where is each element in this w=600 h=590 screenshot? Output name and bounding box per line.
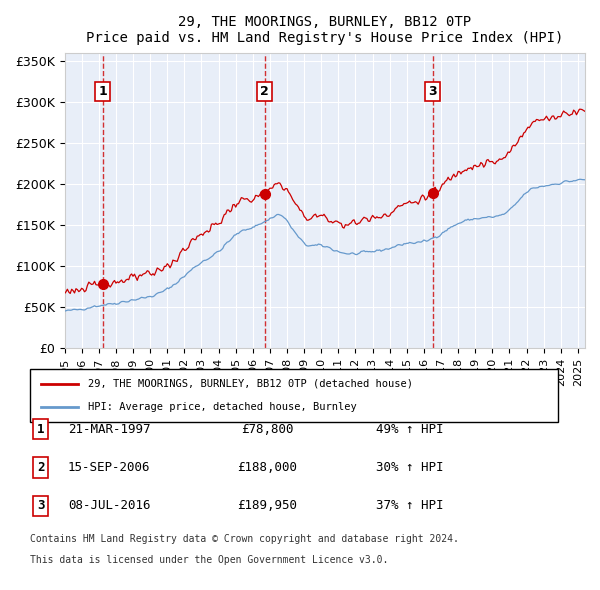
Text: 30% ↑ HPI: 30% ↑ HPI xyxy=(376,461,444,474)
Text: 2: 2 xyxy=(260,85,269,98)
Text: 08-JUL-2016: 08-JUL-2016 xyxy=(68,499,151,512)
Text: £188,000: £188,000 xyxy=(238,461,298,474)
Text: £189,950: £189,950 xyxy=(238,499,298,512)
Text: £78,800: £78,800 xyxy=(241,422,294,435)
Text: 15-SEP-2006: 15-SEP-2006 xyxy=(68,461,151,474)
Text: This data is licensed under the Open Government Licence v3.0.: This data is licensed under the Open Gov… xyxy=(30,555,388,565)
Text: 37% ↑ HPI: 37% ↑ HPI xyxy=(376,499,444,512)
Text: 2: 2 xyxy=(37,461,44,474)
Text: 1: 1 xyxy=(98,85,107,98)
Text: 3: 3 xyxy=(428,85,437,98)
Text: 29, THE MOORINGS, BURNLEY, BB12 0TP (detached house): 29, THE MOORINGS, BURNLEY, BB12 0TP (det… xyxy=(88,379,413,389)
Text: Contains HM Land Registry data © Crown copyright and database right 2024.: Contains HM Land Registry data © Crown c… xyxy=(30,533,459,543)
Text: HPI: Average price, detached house, Burnley: HPI: Average price, detached house, Burn… xyxy=(88,402,357,412)
Text: 21-MAR-1997: 21-MAR-1997 xyxy=(68,422,151,435)
Text: 1: 1 xyxy=(37,422,44,435)
Text: 49% ↑ HPI: 49% ↑ HPI xyxy=(376,422,444,435)
Text: 3: 3 xyxy=(37,499,44,512)
Title: 29, THE MOORINGS, BURNLEY, BB12 0TP
Price paid vs. HM Land Registry's House Pric: 29, THE MOORINGS, BURNLEY, BB12 0TP Pric… xyxy=(86,15,563,45)
FancyBboxPatch shape xyxy=(30,369,558,422)
